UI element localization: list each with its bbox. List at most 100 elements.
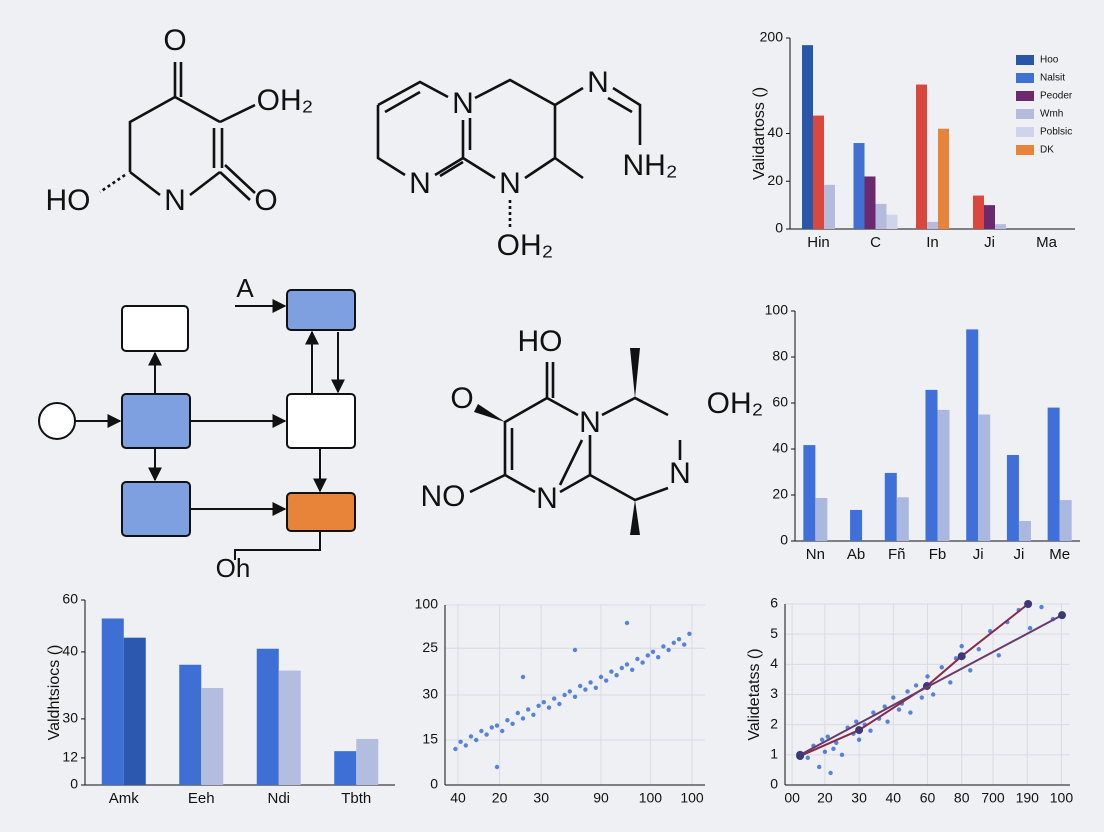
- node: [286, 492, 356, 532]
- bar: [938, 128, 949, 229]
- x-tick-label: C: [870, 234, 881, 251]
- x-tick-label: 100: [1050, 790, 1074, 806]
- point: [520, 716, 526, 721]
- point: [614, 673, 619, 678]
- point: [819, 737, 825, 742]
- point: [676, 637, 682, 642]
- bar: [984, 205, 995, 229]
- point: [572, 694, 578, 699]
- y-tick-label: 0: [780, 532, 788, 548]
- y-axis-label: Validetatss (): [746, 648, 763, 740]
- y-tick-label: 100: [415, 596, 439, 612]
- flow-label: A: [236, 273, 254, 303]
- point: [656, 655, 661, 660]
- x-tick-label: 30: [851, 790, 867, 806]
- legend-swatch: [1016, 55, 1034, 65]
- x-tick-label: 40: [450, 790, 466, 806]
- point: [510, 721, 515, 726]
- atom-label: NH₂: [623, 149, 678, 182]
- point: [854, 719, 859, 724]
- point: [624, 662, 630, 667]
- point: [536, 703, 541, 708]
- point: [968, 668, 973, 673]
- bar: [937, 409, 950, 541]
- point: [1027, 625, 1033, 631]
- legend-label: Peoder: [1040, 91, 1073, 102]
- y-tick-label: 3: [770, 685, 778, 701]
- point: [494, 764, 500, 770]
- line-marker: [796, 750, 805, 759]
- flow-label: Oh: [216, 553, 251, 583]
- point: [885, 719, 890, 724]
- node: [286, 289, 356, 331]
- point: [959, 644, 964, 649]
- point: [671, 640, 676, 645]
- x-tick-label: 00: [784, 790, 800, 806]
- bar: [201, 687, 224, 785]
- point: [939, 665, 944, 670]
- point: [868, 728, 873, 733]
- point: [896, 707, 902, 712]
- y-tick-label: 20: [767, 172, 783, 188]
- bar: [356, 738, 379, 785]
- bar: [334, 751, 357, 785]
- legend-swatch: [1016, 145, 1034, 155]
- x-tick-label: 100: [639, 790, 663, 806]
- y-tick-label: 1: [770, 746, 778, 762]
- bar: [850, 509, 863, 541]
- node: [121, 481, 191, 537]
- x-tick-label: 80: [954, 790, 970, 806]
- legend-label: Poblsic: [1040, 127, 1072, 138]
- atom-label: N: [579, 406, 601, 439]
- point: [682, 642, 687, 647]
- bar: [916, 84, 927, 230]
- bar: [813, 115, 824, 229]
- point: [630, 667, 635, 672]
- node: [286, 393, 356, 449]
- point: [913, 683, 919, 688]
- bar: [966, 329, 979, 541]
- x-tick-label: 20: [492, 790, 508, 806]
- point: [624, 620, 630, 626]
- bar: [1018, 520, 1031, 541]
- point: [458, 739, 463, 744]
- point: [925, 674, 930, 679]
- y-tick-label: 4: [770, 655, 778, 671]
- y-tick-label: 100: [765, 302, 789, 318]
- point: [882, 704, 887, 709]
- atom-label: OH₂: [257, 84, 314, 117]
- bar: [123, 637, 146, 785]
- point: [468, 734, 474, 739]
- x-tick-label: Hin: [807, 234, 830, 251]
- atom-label: N: [164, 184, 186, 217]
- point: [489, 725, 494, 730]
- start-node: [38, 402, 76, 440]
- legend-label: Wmh: [1040, 109, 1063, 120]
- x-tick-label: 190: [1016, 790, 1040, 806]
- bar: [1047, 407, 1060, 541]
- point: [572, 647, 578, 653]
- point: [650, 649, 656, 654]
- line-marker: [855, 726, 864, 735]
- bar: [995, 224, 1006, 229]
- bar: [884, 472, 897, 541]
- bar: [925, 389, 938, 541]
- bar: [179, 664, 202, 785]
- bar: [815, 497, 828, 541]
- point: [619, 665, 624, 671]
- atom-label: OH₂: [707, 387, 764, 420]
- point: [931, 692, 936, 697]
- line-marker: [1024, 600, 1033, 608]
- legend-label: Hoo: [1040, 55, 1059, 66]
- bar: [256, 648, 279, 785]
- x-tick-label: Me: [1049, 546, 1070, 563]
- x-tick-label: Ji: [1014, 546, 1025, 563]
- x-tick-label: 90: [593, 790, 609, 806]
- atom-label: O: [254, 184, 277, 217]
- point: [598, 674, 604, 680]
- bar: [886, 214, 898, 229]
- y-tick-label: 80: [772, 348, 788, 364]
- point: [856, 737, 862, 742]
- molecule: O OH₂ HO N O: [46, 24, 314, 217]
- x-tick-label: 100: [680, 790, 704, 806]
